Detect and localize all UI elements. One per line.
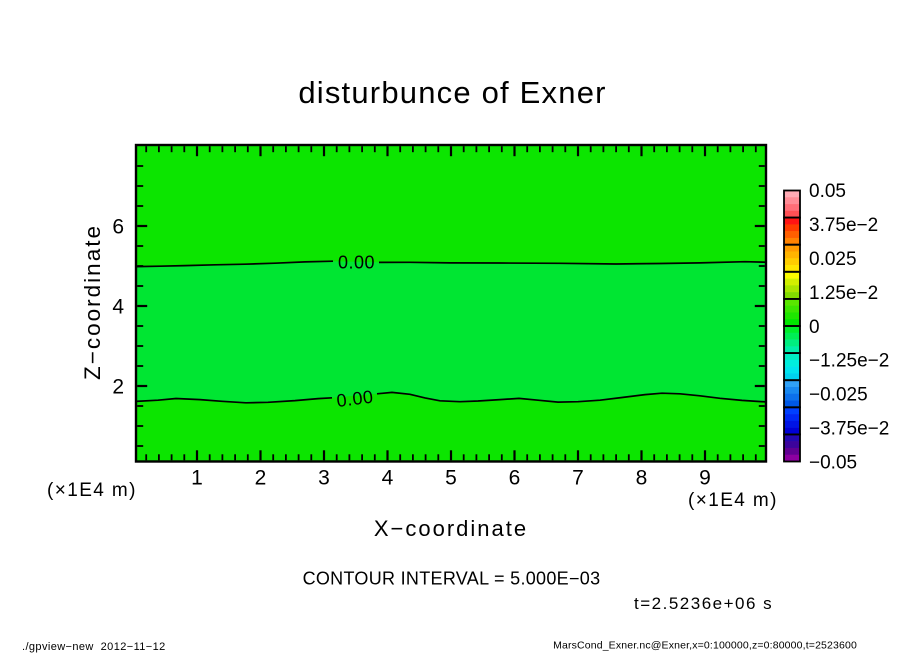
svg-text:0.025: 0.025 [809, 249, 857, 270]
svg-text:3: 3 [318, 467, 330, 490]
svg-text:5: 5 [445, 467, 457, 490]
svg-text:0: 0 [809, 317, 820, 338]
svg-text:−0.025: −0.025 [809, 385, 868, 406]
svg-text:4: 4 [382, 467, 394, 490]
svg-text:1: 1 [191, 467, 203, 490]
svg-text:−0.05: −0.05 [809, 452, 857, 473]
svg-text:./gpview−new 2012−11−12: ./gpview−new 2012−11−12 [22, 641, 166, 653]
svg-text:8: 8 [636, 467, 648, 490]
svg-text:−3.75e−2: −3.75e−2 [809, 419, 889, 440]
svg-text:(×1E4 m): (×1E4 m) [688, 490, 778, 511]
svg-text:9: 9 [699, 467, 711, 490]
svg-text:6: 6 [112, 216, 124, 239]
svg-text:−1.25e−2: −1.25e−2 [809, 351, 889, 372]
svg-text:0.00: 0.00 [338, 253, 375, 273]
svg-text:7: 7 [572, 467, 584, 490]
svg-text:2: 2 [112, 376, 124, 399]
svg-text:1.25e−2: 1.25e−2 [809, 283, 878, 304]
svg-text:0.05: 0.05 [809, 181, 846, 202]
svg-text:disturbunce of Exner: disturbunce of Exner [298, 75, 606, 110]
svg-text:Z−coordinate: Z−coordinate [80, 224, 105, 380]
svg-text:X−coordinate: X−coordinate [374, 516, 528, 541]
svg-text:MarsCond_Exner.nc@Exner,x=0:10: MarsCond_Exner.nc@Exner,x=0:100000,z=0:8… [553, 640, 857, 652]
svg-text:t=2.5236e+06 s: t=2.5236e+06 s [634, 594, 773, 613]
svg-text:4: 4 [112, 296, 124, 319]
svg-text:3.75e−2: 3.75e−2 [809, 215, 878, 236]
svg-text:6: 6 [509, 467, 521, 490]
svg-text:0.00: 0.00 [335, 387, 374, 411]
svg-text:CONTOUR INTERVAL = 5.000E−03: CONTOUR INTERVAL = 5.000E−03 [303, 569, 601, 589]
svg-text:(×1E4 m): (×1E4 m) [47, 480, 137, 501]
svg-text:2: 2 [255, 467, 267, 490]
